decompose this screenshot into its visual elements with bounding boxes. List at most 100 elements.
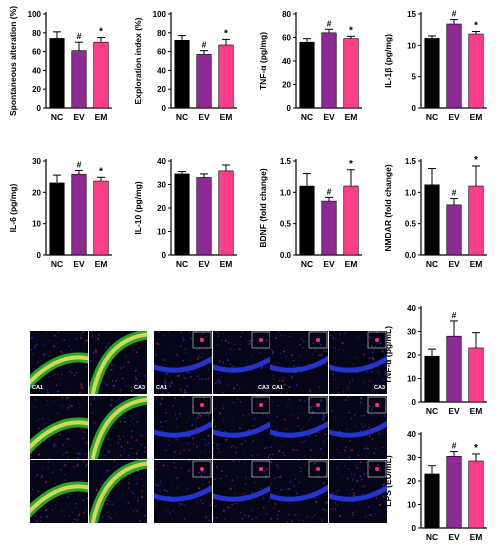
cell-nucleus xyxy=(379,342,382,345)
cell-nucleus xyxy=(331,410,333,413)
cell-nucleus xyxy=(30,336,33,339)
cell-nucleus xyxy=(276,514,279,516)
cell-nucleus xyxy=(384,373,386,375)
cell-nucleus xyxy=(207,442,210,445)
y-tick-label: 0 xyxy=(162,104,167,113)
cell-nucleus xyxy=(280,488,283,491)
y-tick-label: 0 xyxy=(412,524,417,533)
x-tick-label: EM xyxy=(220,112,233,122)
cell-nucleus xyxy=(124,385,127,387)
cell-nucleus xyxy=(102,342,103,344)
bar-ev xyxy=(196,177,212,256)
cell-nucleus xyxy=(300,470,302,473)
cell-nucleus xyxy=(272,374,275,377)
neuron-layer-core xyxy=(30,484,88,514)
cell-nucleus xyxy=(89,381,91,383)
cell-nucleus xyxy=(220,477,222,480)
cell-nucleus xyxy=(317,382,318,384)
micrograph-image xyxy=(213,460,271,523)
x-tick-label: EM xyxy=(345,259,358,269)
cell-nucleus xyxy=(267,456,270,459)
cell-nucleus xyxy=(199,451,202,453)
cell-nucleus xyxy=(280,392,282,394)
cell-nucleus xyxy=(57,331,60,333)
cell-nucleus xyxy=(95,351,98,353)
cell-nucleus xyxy=(237,398,239,401)
cell-nucleus xyxy=(155,475,157,477)
cell-nucleus xyxy=(207,415,210,417)
cell-nucleus xyxy=(174,397,176,399)
cell-nucleus xyxy=(165,510,167,512)
cell-nucleus xyxy=(348,411,350,414)
cell-nucleus xyxy=(44,490,46,492)
microglia-cell xyxy=(316,467,320,471)
cell-nucleus xyxy=(329,383,330,385)
cell-nucleus xyxy=(42,467,44,469)
cell-nucleus xyxy=(346,429,348,431)
cell-nucleus xyxy=(223,332,225,335)
cell-nucleus xyxy=(346,477,349,480)
cell-nucleus xyxy=(293,485,295,487)
cell-nucleus xyxy=(334,378,337,381)
cell-nucleus xyxy=(155,464,157,466)
bar-ev xyxy=(446,335,462,403)
cell-nucleus xyxy=(334,351,336,353)
cell-nucleus xyxy=(215,331,217,333)
cell-nucleus xyxy=(333,418,335,420)
micrograph-svg xyxy=(213,460,271,522)
cell-nucleus xyxy=(159,421,162,424)
cell-nucleus xyxy=(130,426,132,428)
cell-nucleus xyxy=(76,519,79,521)
cell-nucleus xyxy=(54,507,56,509)
cell-nucleus xyxy=(349,387,351,389)
cell-nucleus xyxy=(171,519,173,521)
cell-nucleus xyxy=(48,458,51,459)
cell-nucleus xyxy=(222,418,225,420)
cell-nucleus xyxy=(275,429,277,431)
x-tick-label: EV xyxy=(73,259,85,269)
cell-nucleus xyxy=(375,497,378,499)
cell-nucleus xyxy=(303,340,305,343)
cell-nucleus xyxy=(383,405,385,408)
cell-nucleus xyxy=(171,483,173,485)
cell-nucleus xyxy=(187,469,190,472)
chart-panel-d: IL-1β (pg/mg) 0 5 10 15 NC # EV * EM xyxy=(375,0,499,130)
cell-nucleus xyxy=(285,428,287,430)
cell-nucleus xyxy=(208,519,210,522)
cell-nucleus xyxy=(275,488,277,490)
cell-nucleus xyxy=(253,339,255,341)
neuron-layer-core xyxy=(90,461,147,523)
cell-nucleus xyxy=(339,452,341,454)
cell-nucleus xyxy=(131,447,133,450)
cell-nucleus xyxy=(215,440,217,442)
cell-nucleus xyxy=(189,377,191,379)
cell-nucleus xyxy=(67,456,69,459)
cell-nucleus xyxy=(40,476,43,479)
cell-nucleus xyxy=(64,474,66,476)
cell-nucleus xyxy=(359,480,361,482)
cell-nucleus xyxy=(198,355,200,357)
cell-nucleus xyxy=(137,496,139,499)
cell-nucleus xyxy=(286,521,289,523)
y-tick-label: 10 xyxy=(407,375,416,384)
cell-nucleus xyxy=(293,464,294,466)
cell-nucleus xyxy=(31,405,33,407)
cell-nucleus xyxy=(53,340,55,342)
cell-nucleus xyxy=(71,372,73,374)
bar-ev xyxy=(321,200,337,256)
cell-nucleus xyxy=(181,467,183,469)
cell-nucleus xyxy=(362,402,364,404)
cell-nucleus xyxy=(274,444,275,446)
cell-nucleus xyxy=(367,392,370,394)
cell-nucleus xyxy=(60,350,62,353)
x-tick-label: NC xyxy=(51,112,63,122)
cell-nucleus xyxy=(279,352,282,355)
dapi-layer xyxy=(213,420,271,438)
cell-nucleus xyxy=(232,460,235,462)
cell-nucleus xyxy=(298,519,300,521)
micrograph-image xyxy=(89,460,147,523)
x-tick-label: EM xyxy=(470,406,483,416)
bar-nc xyxy=(424,38,440,109)
cell-nucleus xyxy=(191,437,194,440)
cell-nucleus xyxy=(278,450,281,452)
